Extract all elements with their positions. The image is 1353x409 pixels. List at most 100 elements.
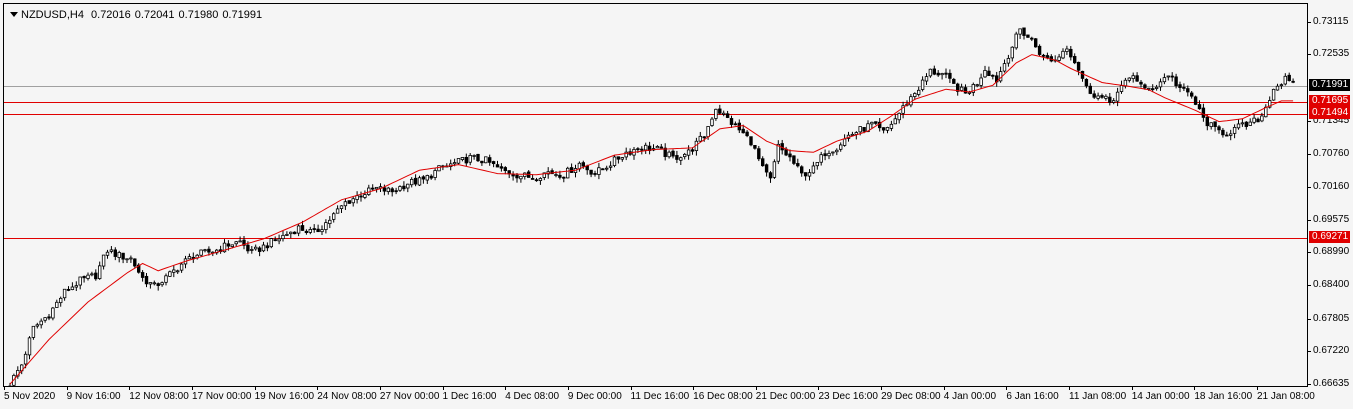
candle-body xyxy=(601,168,605,171)
candle xyxy=(156,282,160,291)
candle-body xyxy=(1162,77,1167,83)
candle xyxy=(273,236,277,242)
level-tag-1: 0.71494 xyxy=(1309,106,1350,119)
candle-body xyxy=(136,264,141,273)
candle-body xyxy=(277,238,281,242)
candle xyxy=(94,269,98,281)
candle-body xyxy=(624,151,628,158)
x-tick-label: 4 Jan 00:00 xyxy=(943,391,997,402)
candle-body xyxy=(129,257,133,260)
candle xyxy=(175,269,180,274)
horizontal-levels xyxy=(4,86,1307,239)
candle xyxy=(296,223,301,237)
candle-body xyxy=(59,297,63,304)
candle-body xyxy=(515,174,519,179)
candle-body xyxy=(433,170,437,178)
candle xyxy=(718,104,722,115)
candle-body xyxy=(1178,84,1182,89)
candle xyxy=(523,172,527,180)
current-price-tag: 0.71991 xyxy=(1309,78,1350,91)
candle-body xyxy=(1010,46,1014,59)
candle-body xyxy=(378,186,383,189)
candle-body xyxy=(109,249,114,252)
x-tick-mark xyxy=(1069,387,1071,390)
candle-body xyxy=(757,148,761,160)
candle xyxy=(729,115,734,129)
candle-body xyxy=(144,275,149,285)
candle xyxy=(1084,78,1089,89)
candle xyxy=(59,296,63,307)
candle-body xyxy=(511,174,515,177)
dropdown-triangle-icon[interactable] xyxy=(10,12,18,17)
candle-body xyxy=(230,244,234,247)
candle-body xyxy=(35,324,39,327)
candle xyxy=(1221,127,1225,138)
chart-area[interactable]: NZDUSD,H4 0.72016 0.72041 0.71980 0.71991 xyxy=(3,3,1308,387)
candle-body xyxy=(320,229,324,233)
price-chart[interactable] xyxy=(4,4,1308,387)
candle xyxy=(269,237,273,249)
candle-body xyxy=(1022,27,1026,36)
candle xyxy=(1205,114,1209,131)
candle xyxy=(413,174,418,187)
candle-body xyxy=(207,248,211,253)
candle-body xyxy=(1104,95,1108,99)
candle xyxy=(663,143,667,161)
candle xyxy=(601,168,605,171)
candle xyxy=(1268,96,1272,109)
candle xyxy=(667,150,671,159)
candle-body xyxy=(1205,116,1209,127)
candle xyxy=(70,282,75,291)
candle-body xyxy=(979,77,983,86)
candle-body xyxy=(901,105,905,114)
candle-body xyxy=(936,72,940,76)
candle-body xyxy=(1069,48,1073,58)
candle xyxy=(796,158,800,168)
candle-body xyxy=(409,178,414,186)
candle xyxy=(484,156,488,164)
candle xyxy=(480,160,484,166)
candle-body xyxy=(698,135,702,142)
candle xyxy=(628,148,632,156)
candle xyxy=(179,262,184,273)
candle-body xyxy=(1244,121,1248,127)
candle xyxy=(1076,61,1081,76)
x-tick-mark xyxy=(442,387,444,390)
candle xyxy=(1154,84,1159,91)
candle xyxy=(335,205,340,214)
candle xyxy=(632,147,636,160)
candle xyxy=(698,131,702,143)
candle-body xyxy=(27,337,32,356)
candle xyxy=(995,71,999,87)
candle xyxy=(1252,114,1256,125)
candle xyxy=(203,248,207,253)
candle xyxy=(168,270,172,277)
candle xyxy=(1010,46,1014,62)
candle xyxy=(433,168,437,181)
candle xyxy=(694,137,699,156)
candle-body xyxy=(807,172,812,177)
candle xyxy=(187,253,192,260)
candle-body xyxy=(667,151,671,158)
candle xyxy=(1178,81,1182,93)
candle-body xyxy=(1154,86,1159,89)
candle xyxy=(1100,93,1104,99)
candle xyxy=(464,153,468,167)
candle-body xyxy=(1108,96,1112,103)
candle-body xyxy=(1186,88,1190,93)
candle-body xyxy=(788,153,792,158)
candle-body xyxy=(1100,95,1104,98)
candle-body xyxy=(55,301,59,308)
candle xyxy=(351,196,355,207)
candle-body xyxy=(1174,76,1178,87)
moving-average-line xyxy=(9,54,1294,385)
candle-body xyxy=(66,288,71,291)
candle xyxy=(253,244,258,251)
x-tick-label: 5 Nov 2020 xyxy=(4,391,56,402)
candle xyxy=(991,74,995,80)
candle-body xyxy=(764,164,769,173)
candle-body xyxy=(589,169,593,175)
candle-body xyxy=(406,183,410,189)
candle-body xyxy=(238,240,242,243)
candle-body xyxy=(983,70,987,78)
